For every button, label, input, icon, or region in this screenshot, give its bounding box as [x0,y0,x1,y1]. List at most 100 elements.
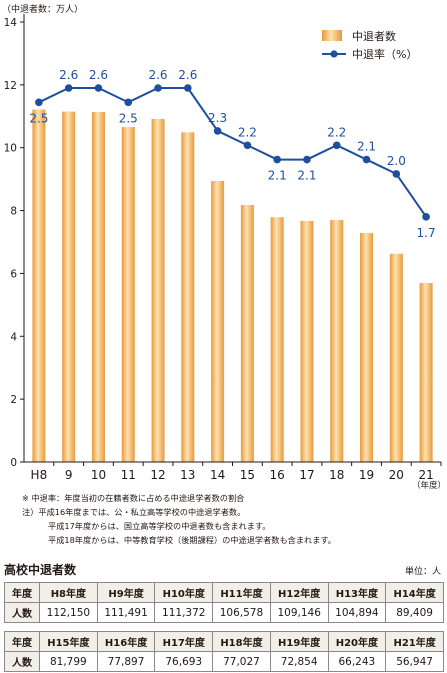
legend-bar-label: 中退者数 [352,30,396,43]
x-tick-label: 19 [359,468,374,482]
year-cell: H21年度 [385,631,444,652]
rate-point [422,213,430,221]
x-tick-label: 14 [210,468,225,482]
rate-point [273,155,281,164]
bar [240,204,254,463]
legend-bar-swatch [322,30,342,41]
bar [419,283,433,462]
note-definition: ※ 中退率：年度当初の在籍者数に占める中途退学者数の割合 [22,493,245,503]
year-cell: H11年度 [212,582,271,603]
count-cell: 89,409 [385,602,444,623]
legend-line-marker [330,50,338,58]
x-tick-label: 17 [299,468,314,482]
x-tick-label: 11 [121,468,136,482]
y-axis: 0 2 4 6 8 10 12 14 [4,14,25,469]
dropout-chart: （中退者数：万人） 0 2 4 6 8 10 12 14 2.5 2.6 2.6 2.5 2.6 2.6… [2,3,446,491]
count-cell: 111,372 [154,602,214,623]
count-cell: 72,854 [269,651,329,672]
year-cell: H16年度 [96,631,156,652]
rate-data-label: 2.6 [148,68,167,82]
legend-line-label: 中退率（%） [352,47,417,61]
year-header: 年度 [4,631,40,652]
dropout-table-h15-h21: 年度 H15年度 H16年度 H17年度 H18年度 H19年度 H20年度 H… [4,631,444,672]
bar [389,253,403,462]
count-cell: 81,799 [39,651,98,672]
year-header: 年度 [4,582,40,603]
legend: 中退者数 中退率（%） [322,30,417,61]
rate-data-label: 2.1 [357,140,376,154]
x-tick-label: H8 [31,468,48,482]
y-tick-label: 8 [10,206,17,218]
rate-data-label: 2.5 [119,111,138,125]
year-cell: H19年度 [269,631,329,652]
note-secondary-school: 平成18年度からは、中等教育学校（後期課程）の中途退学者数も含まれます。 [48,535,336,545]
count-cell: 112,150 [39,602,98,623]
table-row: 人数 81,799 77,897 76,693 77,027 72,854 66… [4,651,444,672]
rate-point [154,84,162,92]
bar [62,111,76,462]
bar [330,219,344,462]
y-tick-label: 2 [10,394,17,406]
x-tick-label: 16 [270,468,285,482]
count-cell: 109,146 [269,602,329,623]
count-cell: 104,894 [327,602,387,623]
bar [270,217,284,462]
x-tick-label: 13 [180,468,195,482]
table-title: 高校中退者数 [4,563,77,577]
rate-data-label: 2.1 [297,169,316,183]
x-tick-label: 15 [240,468,255,482]
count-cell: 106,578 [212,602,271,623]
dropout-table-h8-h14: 年度 H8年度 H9年度 H10年度 H11年度 H12年度 H13年度 H14… [4,582,444,623]
rate-data-label: 1.7 [417,226,436,240]
rate-data-label: 2.6 [59,68,78,82]
count-header: 人数 [4,651,40,672]
rate-point [94,84,103,92]
rate-data-label: 2.3 [208,111,227,125]
y-tick-label: 12 [4,80,17,92]
note-public-private: 注）平成16年度までは、公・私立高等学校の中途退学者数。 [22,507,246,517]
x-tick-label: 21 [418,468,433,482]
bar [211,181,225,462]
bar [121,127,135,462]
y-tick-label: 10 [4,143,17,155]
rate-point [392,170,401,178]
x-tick-label: 9 [65,468,73,482]
table-row: 人数 112,150 111,491 111,372 106,578 109,1… [4,602,444,623]
year-cell: H15年度 [39,631,98,652]
y-tick-label: 0 [10,457,17,469]
count-header: 人数 [4,602,40,623]
y-tick-label: 4 [10,331,17,343]
table-unit: 単位：人 [404,567,441,577]
rate-data-label: 2.2 [238,125,257,139]
year-cell: H18年度 [212,631,271,652]
y-tick-label: 6 [10,268,17,280]
x-tick-label: 12 [150,468,165,482]
year-cell: H10年度 [154,582,214,603]
year-cell: H14年度 [385,582,444,603]
rate-data-label: 2.0 [387,154,406,168]
note-national: 平成17年度からは、国立高等学校の中退者数も含まれます。 [48,521,271,531]
rate-point [64,84,73,92]
bar-series [32,109,433,463]
rate-point [184,84,192,92]
rate-data-label: 2.5 [29,111,48,125]
rate-point [35,98,43,107]
rate-point [213,127,222,135]
count-cell: 76,693 [154,651,214,672]
year-cell: H8年度 [39,582,98,603]
year-cell: H12年度 [269,582,329,603]
y-unit-label: （中退者数：万人） [2,3,83,15]
count-cell: 56,947 [385,651,444,672]
bar [300,220,314,462]
x-tick-label: 20 [389,468,404,482]
x-tick-label: 10 [91,468,106,482]
year-cell: H13年度 [327,582,387,603]
y-tick-label: 14 [4,17,18,29]
rate-point [243,141,252,150]
x-unit-label: （年度） [412,480,446,491]
year-cell: H9年度 [96,582,156,603]
bar [181,132,195,463]
bar [151,118,165,462]
rate-line [38,87,427,218]
table-header-row: 年度 H8年度 H9年度 H10年度 H11年度 H12年度 H13年度 H14… [4,582,444,603]
